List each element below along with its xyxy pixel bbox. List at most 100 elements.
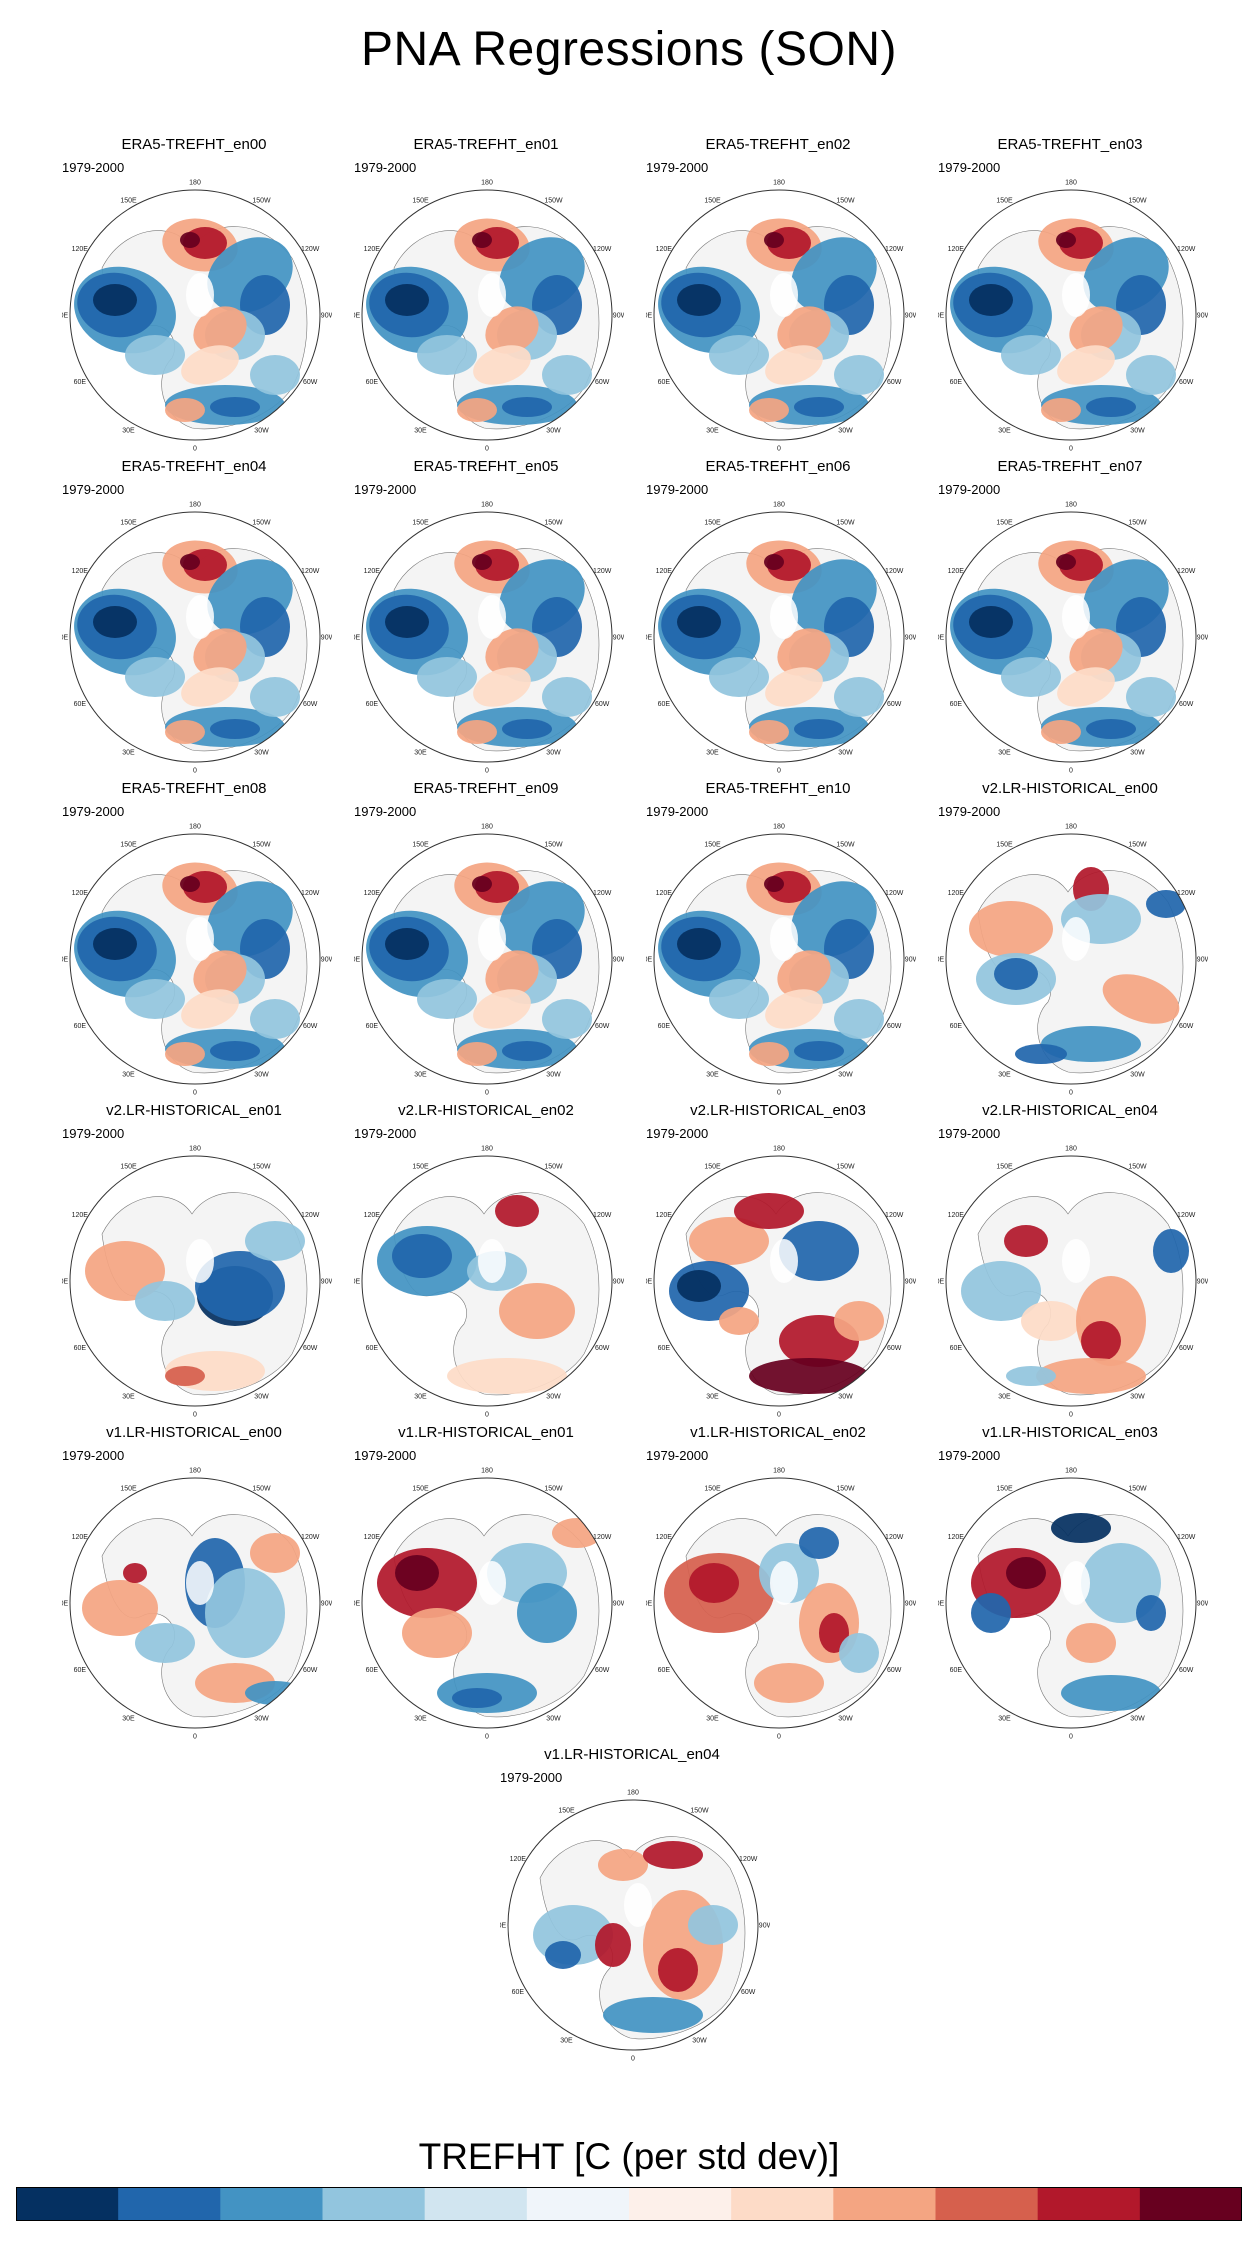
longitude-label: 120E	[656, 246, 673, 253]
longitude-label: 30W	[838, 1394, 853, 1401]
longitude-label: 90W	[321, 1279, 332, 1286]
longitude-label: 60W	[887, 1667, 902, 1674]
longitude-label: 180	[481, 1146, 493, 1153]
colorbar-frame	[16, 2187, 1242, 2221]
longitude-label: 120E	[948, 1534, 965, 1541]
longitude-label: 150W	[252, 841, 271, 848]
longitude-label: 180	[189, 180, 201, 187]
longitude-label: 90E	[354, 1601, 361, 1608]
map-panel: ERA5-TREFHT_en02 1979-2000 180 150E 120E 90E 6…	[646, 136, 916, 453]
longitude-label: 30E	[706, 1394, 719, 1401]
longitude-label: 0	[1069, 1734, 1073, 1741]
longitude-label: 150W	[690, 1807, 709, 1814]
longitude-label: 150E	[120, 519, 137, 526]
map-panel: v2.LR-HISTORICAL_en01 1979-2000 180 150E 120…	[62, 1102, 332, 1419]
longitude-label: 150E	[412, 841, 429, 848]
longitude-label: 60W	[887, 1345, 902, 1352]
panel-period: 1979-2000	[500, 1770, 563, 1785]
longitude-label: 0	[777, 1090, 781, 1097]
longitude-label: 90W	[905, 957, 916, 964]
longitude-label: 60E	[74, 1023, 87, 1030]
longitude-label: 150E	[558, 1807, 575, 1814]
longitude-label: 90E	[646, 1279, 653, 1286]
longitude-label: 0	[193, 446, 197, 453]
longitude-label: 60E	[366, 1667, 379, 1674]
polar-map: 180 150E 120E 90E 60E 30E 0 30W 60W 90W 120W 150W	[354, 502, 624, 775]
map-panel: ERA5-TREFHT_en01 1979-2000 180 150E 120E 90E 6…	[354, 136, 624, 453]
longitude-label: 180	[773, 1468, 785, 1475]
longitude-label: 180	[189, 502, 201, 509]
map-panel: v2.LR-HISTORICAL_en00 1979-2000 180 150E 120…	[938, 780, 1208, 1097]
longitude-label: 180	[1065, 180, 1077, 187]
map-panel: v2.LR-HISTORICAL_en03 1979-2000 180 150E 120…	[646, 1102, 916, 1419]
longitude-label: 60W	[595, 1345, 610, 1352]
longitude-label: 150W	[836, 1485, 855, 1492]
longitude-label: 30E	[998, 1716, 1011, 1723]
longitude-label: 120W	[593, 246, 612, 253]
longitude-label: 120E	[656, 568, 673, 575]
map-panel: ERA5-TREFHT_en07 1979-2000 180 150E 120E 90E 6…	[938, 458, 1208, 775]
map-panel: v1.LR-HISTORICAL_en01 1979-2000 180 150E 120…	[354, 1424, 624, 1741]
longitude-label: 60W	[1179, 1345, 1194, 1352]
longitude-label: 0	[485, 446, 489, 453]
longitude-label: 150W	[1128, 1163, 1147, 1170]
panel-title: ERA5-TREFHT_en10	[705, 780, 851, 797]
longitude-label: 30W	[254, 1072, 269, 1079]
longitude-label: 60E	[950, 701, 963, 708]
longitude-label: 30W	[1130, 1072, 1145, 1079]
longitude-label: 30W	[546, 750, 561, 757]
colorbar-swatch	[629, 2187, 732, 2221]
longitude-label: 150E	[996, 197, 1013, 204]
panel-title: ERA5-TREFHT_en08	[121, 780, 267, 797]
longitude-label: 120E	[364, 890, 381, 897]
longitude-label: 150W	[252, 519, 271, 526]
longitude-label: 90W	[905, 635, 916, 642]
longitude-label: 0	[1069, 768, 1073, 775]
polar-map: 180 150E 120E 90E 60E 30E 0 30W 60W 90W 120W 150W	[354, 1468, 624, 1741]
longitude-label: 150E	[996, 1163, 1013, 1170]
longitude-label: 180	[773, 1146, 785, 1153]
longitude-label: 120W	[1177, 1212, 1196, 1219]
longitude-label: 120E	[948, 246, 965, 253]
panel-period: 1979-2000	[646, 1448, 709, 1463]
longitude-label: 30W	[1130, 1716, 1145, 1723]
longitude-label: 60E	[74, 379, 87, 386]
polar-map: 180 150E 120E 90E 60E 30E 0 30W 60W 90W 120W 150W	[500, 1790, 770, 2063]
longitude-label: 60E	[366, 1345, 379, 1352]
longitude-label: 90W	[321, 313, 332, 320]
longitude-label: 90E	[646, 1601, 653, 1608]
longitude-label: 150E	[704, 197, 721, 204]
longitude-label: 120W	[593, 890, 612, 897]
longitude-label: 30E	[414, 428, 427, 435]
longitude-label: 90E	[938, 313, 945, 320]
longitude-label: 60W	[1179, 1023, 1194, 1030]
longitude-label: 180	[189, 824, 201, 831]
panel-title: ERA5-TREFHT_en01	[413, 136, 559, 153]
polar-map: 180 150E 120E 90E 60E 30E 0 30W 60W 90W 120W 150W	[646, 180, 916, 453]
longitude-label: 60W	[303, 701, 318, 708]
longitude-label: 180	[773, 502, 785, 509]
longitude-label: 120E	[364, 246, 381, 253]
map-panel: ERA5-TREFHT_en10 1979-2000 180 150E 120E 90E 6…	[646, 780, 916, 1097]
polar-map: 180 150E 120E 90E 60E 30E 0 30W 60W 90W 120W 150W	[62, 180, 332, 453]
panel-period: 1979-2000	[62, 1126, 125, 1141]
longitude-label: 60W	[303, 379, 318, 386]
longitude-label: 150W	[836, 519, 855, 526]
longitude-label: 60E	[74, 1345, 87, 1352]
longitude-label: 60W	[1179, 379, 1194, 386]
longitude-label: 150W	[544, 1485, 563, 1492]
longitude-label: 90W	[1197, 635, 1208, 642]
panel-title: ERA5-TREFHT_en07	[997, 458, 1143, 475]
longitude-label: 150E	[412, 519, 429, 526]
longitude-label: 150W	[544, 1163, 563, 1170]
longitude-label: 90W	[1197, 313, 1208, 320]
longitude-label: 120E	[948, 1212, 965, 1219]
longitude-label: 120W	[1177, 568, 1196, 575]
longitude-label: 90E	[62, 957, 69, 964]
longitude-label: 60W	[595, 1023, 610, 1030]
polar-map: 180 150E 120E 90E 60E 30E 0 30W 60W 90W 120W 150W	[62, 1468, 332, 1741]
longitude-label: 150E	[412, 197, 429, 204]
longitude-label: 150W	[252, 197, 271, 204]
panel-period: 1979-2000	[938, 160, 1001, 175]
